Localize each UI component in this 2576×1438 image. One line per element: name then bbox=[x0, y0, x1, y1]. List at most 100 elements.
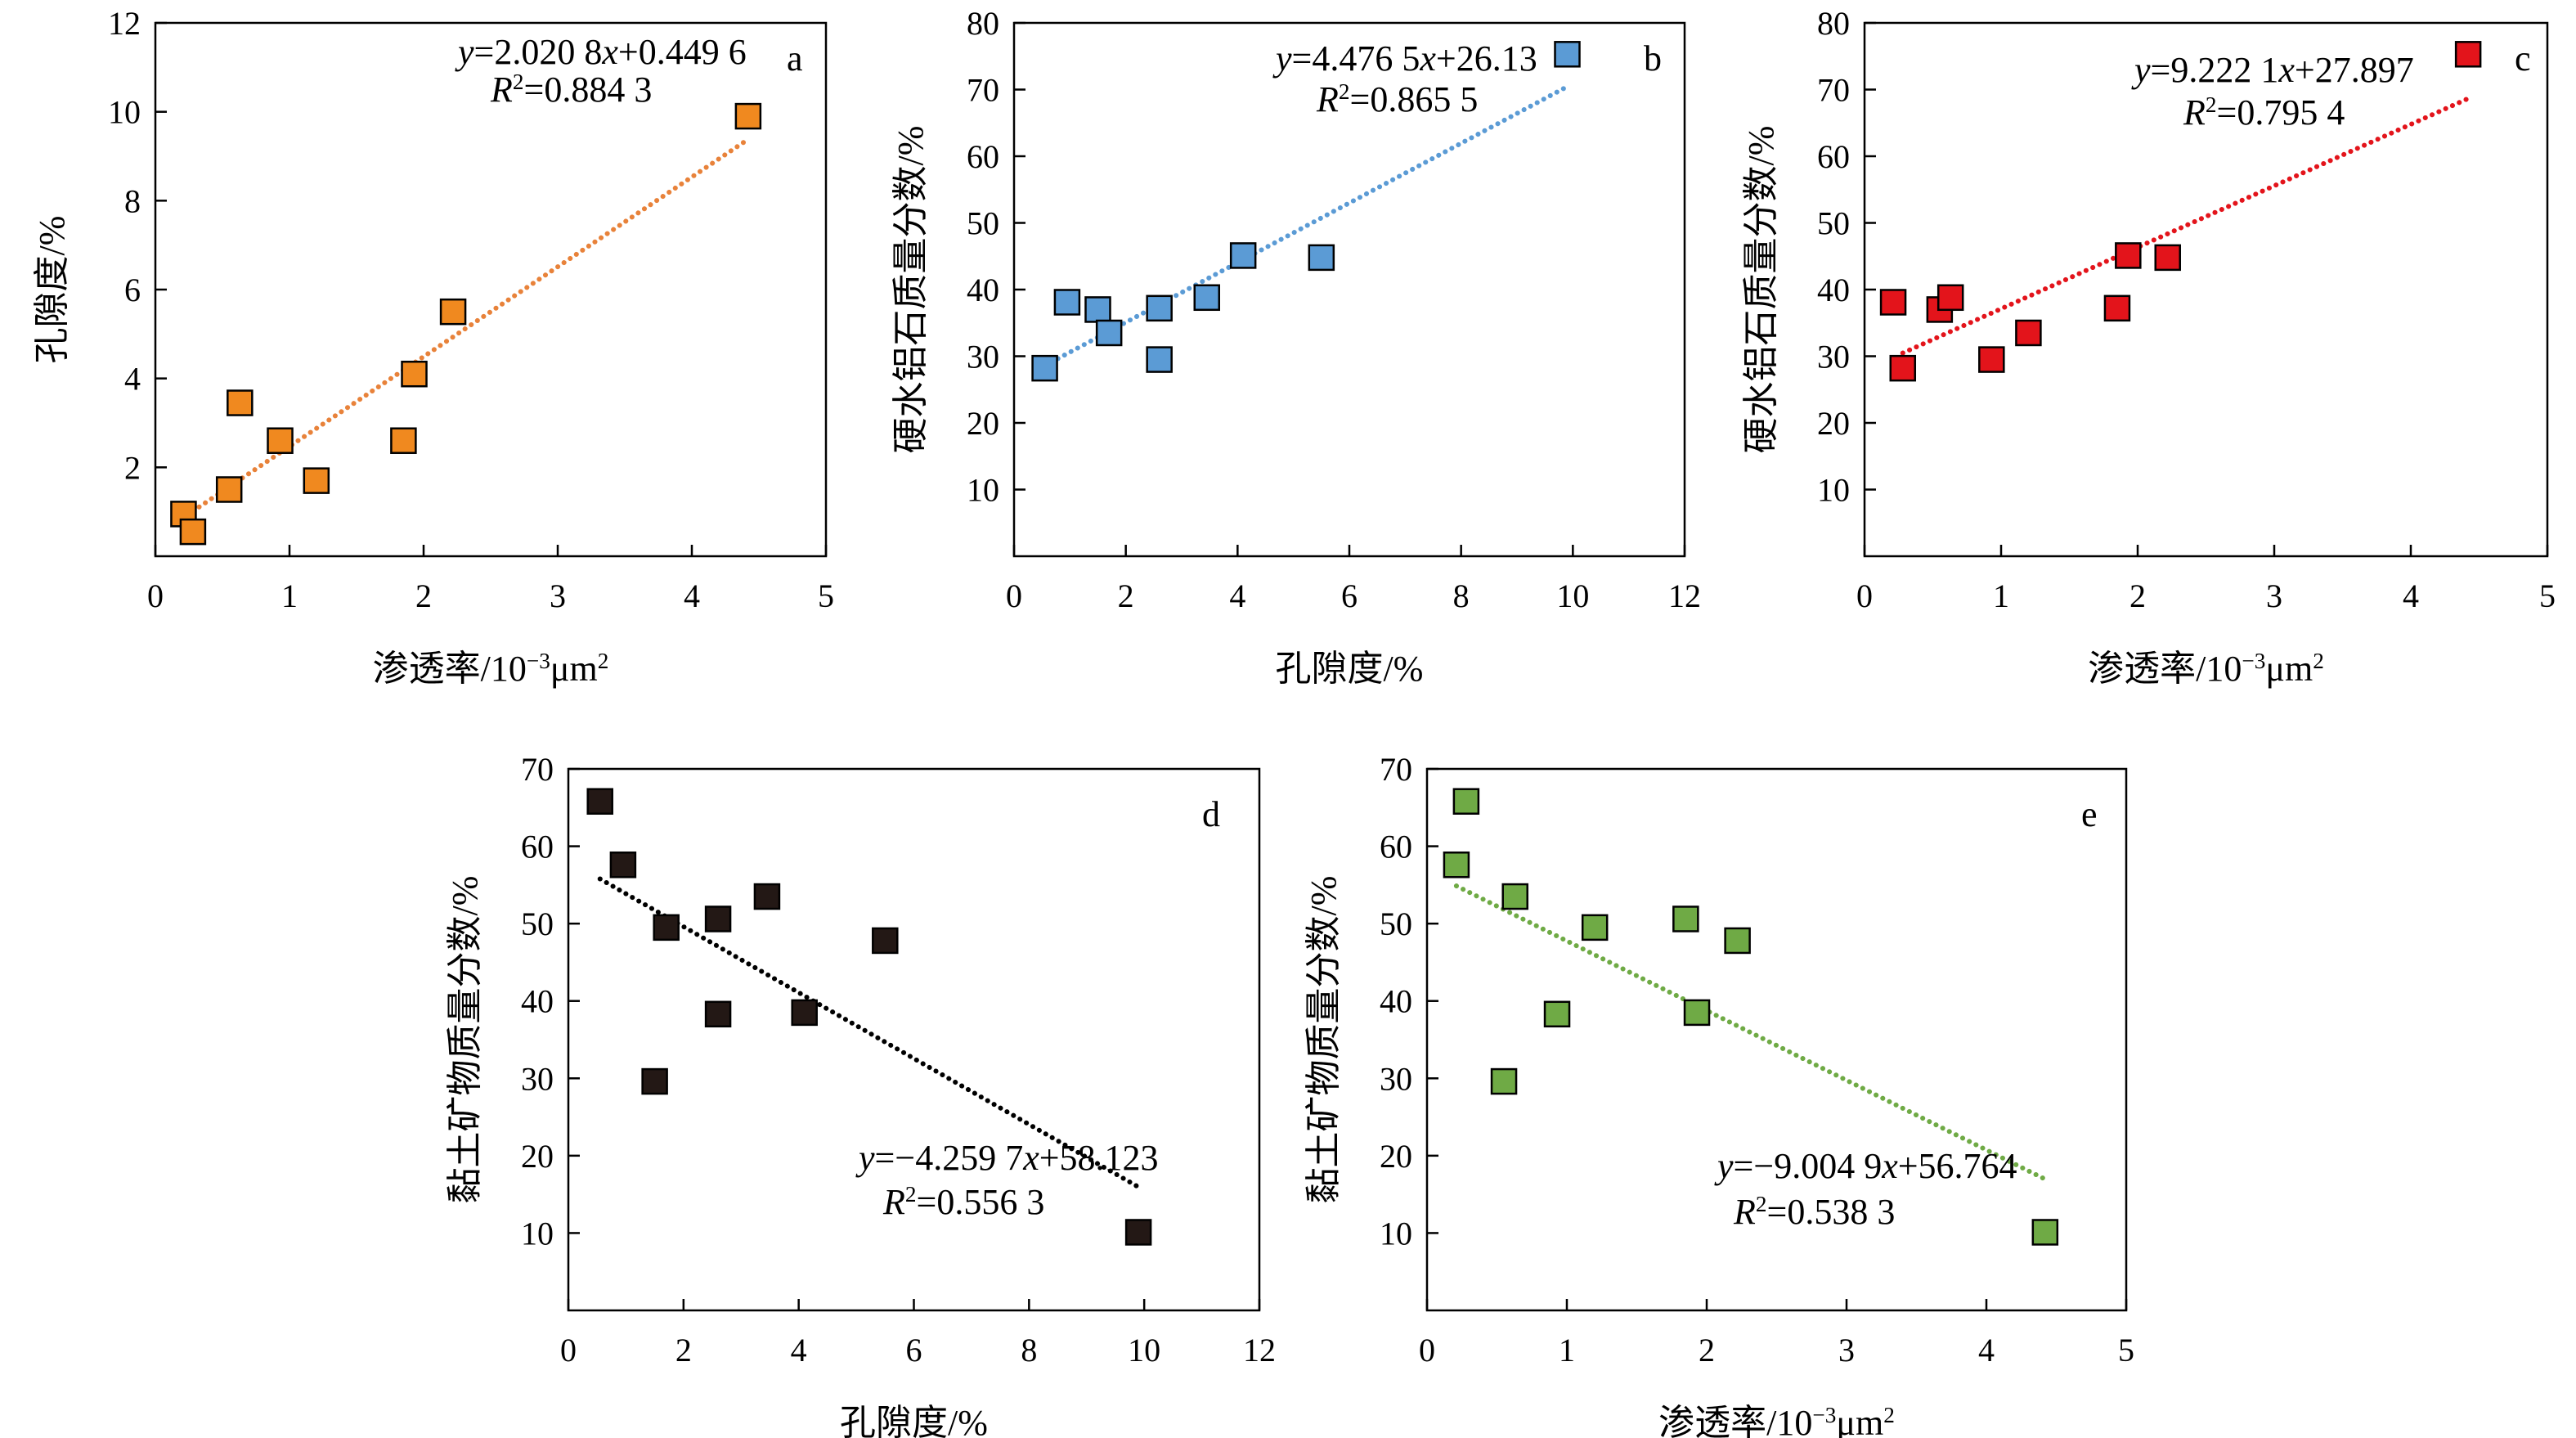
data-point bbox=[1443, 852, 1470, 879]
y-tick-label: 6 bbox=[124, 272, 141, 308]
y-tick-label: 40 bbox=[1380, 983, 1412, 1020]
data-point bbox=[1452, 788, 1480, 815]
equation-label: y=−4.259 7x+58.123 bbox=[855, 1138, 1159, 1178]
plot-frame bbox=[1425, 767, 2128, 1312]
data-point bbox=[1889, 354, 1917, 382]
y-tick-label: 50 bbox=[521, 905, 554, 942]
data-point bbox=[2031, 1219, 2059, 1246]
y-tick-label: 70 bbox=[1380, 751, 1412, 788]
data-point bbox=[653, 914, 680, 941]
x-tick-label: 5 bbox=[818, 577, 834, 614]
data-point bbox=[179, 518, 207, 546]
data-point bbox=[2154, 244, 2181, 272]
data-point bbox=[267, 427, 294, 454]
data-point bbox=[641, 1067, 668, 1095]
x-tick-label: 1 bbox=[1559, 1332, 1575, 1368]
data-point bbox=[1581, 914, 1609, 941]
x-tick-label: 12 bbox=[1668, 577, 1701, 614]
equation-label: y=4.476 5x+26.13 bbox=[1272, 38, 1537, 79]
x-tick-label: 0 bbox=[560, 1332, 577, 1368]
y-tick-label: 8 bbox=[124, 182, 141, 219]
x-tick-label: 4 bbox=[2403, 577, 2419, 614]
data-point bbox=[1084, 296, 1111, 323]
x-tick-label: 3 bbox=[1838, 1332, 1855, 1368]
data-point bbox=[1053, 289, 1081, 316]
y-tick-label: 30 bbox=[1817, 339, 1850, 375]
data-point bbox=[1229, 242, 1257, 269]
y-tick-label: 30 bbox=[1380, 1060, 1412, 1097]
y-tick-label: 30 bbox=[967, 339, 999, 375]
data-point bbox=[704, 905, 732, 932]
x-tick-label: 0 bbox=[1006, 577, 1022, 614]
data-point bbox=[1095, 319, 1123, 347]
y-tick-label: 70 bbox=[1817, 72, 1850, 109]
x-tick-label: 0 bbox=[1419, 1332, 1435, 1368]
x-axis-label: 渗透率/10−3μm2 bbox=[373, 649, 609, 689]
data-point bbox=[1936, 284, 1964, 312]
chart-panel-b: 0 2 4 6 8 10 12 10 20 30 40 50 60 70 80 孔隙度/% 硬水铝石质量分数/%… bbox=[891, 5, 1701, 689]
x-tick-label: 5 bbox=[2539, 577, 2556, 614]
panel-letter: a bbox=[787, 38, 803, 79]
x-tick-label: 6 bbox=[906, 1332, 922, 1368]
data-point bbox=[1554, 41, 1581, 68]
y-tick-label: 10 bbox=[108, 94, 141, 131]
data-point bbox=[1978, 346, 2005, 373]
y-tick-label: 40 bbox=[1817, 272, 1850, 308]
data-point bbox=[872, 927, 899, 955]
y-tick-label: 2 bbox=[124, 449, 141, 486]
x-tick-label: 5 bbox=[2118, 1332, 2134, 1368]
trend-line bbox=[597, 876, 1142, 1190]
chart-panel-e: 0 1 2 3 4 5 10 20 30 40 50 60 70 渗透率/10−3μm2 黏土矿物质量分数/… bbox=[1304, 751, 2134, 1438]
data-point bbox=[1683, 999, 1711, 1027]
y-tick-label: 20 bbox=[967, 405, 999, 442]
x-tick-label: 4 bbox=[1978, 1332, 1995, 1368]
panel-letter: c bbox=[2515, 38, 2531, 79]
chart-panel-c: 0 1 2 3 4 5 10 20 30 40 50 60 70 80 渗透率/10−3μm2 硬水铝石质量分… bbox=[1741, 5, 2556, 689]
trend-line bbox=[1042, 83, 1570, 368]
data-point bbox=[1124, 1219, 1152, 1246]
data-point bbox=[1724, 927, 1751, 955]
y-axis-label: 黏土矿物质量分数/% bbox=[1304, 876, 1344, 1204]
x-tick-label: 4 bbox=[1229, 577, 1245, 614]
data-point bbox=[303, 467, 330, 494]
x-tick-label: 2 bbox=[415, 577, 432, 614]
x-tick-label: 3 bbox=[2266, 577, 2282, 614]
data-point bbox=[734, 102, 762, 130]
y-tick-label: 40 bbox=[521, 983, 554, 1020]
y-axis-label: 硬水铝石质量分数/% bbox=[1741, 126, 1781, 454]
y-tick-label: 30 bbox=[521, 1060, 554, 1097]
data-point bbox=[390, 427, 417, 454]
y-tick-label: 12 bbox=[108, 5, 141, 42]
y-tick-label: 10 bbox=[521, 1215, 554, 1252]
data-point bbox=[215, 476, 243, 503]
y-tick-label: 80 bbox=[1817, 5, 1850, 42]
y-tick-label: 80 bbox=[967, 5, 999, 42]
x-axis-label: 渗透率/10−3μm2 bbox=[1658, 1403, 1895, 1438]
x-tick-label: 6 bbox=[1341, 577, 1358, 614]
trend-line bbox=[1900, 96, 2471, 356]
x-tick-label: 8 bbox=[1453, 577, 1470, 614]
x-tick-label: 0 bbox=[147, 577, 164, 614]
data-point bbox=[2115, 242, 2142, 269]
y-axis-label: 孔隙度/% bbox=[32, 216, 72, 364]
data-point bbox=[2454, 41, 2482, 68]
y-tick-label: 60 bbox=[1817, 138, 1850, 175]
data-point bbox=[2015, 319, 2042, 347]
data-point bbox=[1543, 1000, 1571, 1028]
x-axis-label: 渗透率/10−3μm2 bbox=[2088, 649, 2324, 689]
x-tick-label: 8 bbox=[1021, 1332, 1037, 1368]
x-tick-label: 12 bbox=[1243, 1332, 1276, 1368]
data-point bbox=[1031, 354, 1058, 382]
y-tick-label: 20 bbox=[521, 1138, 554, 1175]
x-tick-label: 4 bbox=[791, 1332, 807, 1368]
data-point bbox=[401, 360, 428, 388]
x-tick-label: 3 bbox=[550, 577, 566, 614]
y-tick-label: 20 bbox=[1817, 405, 1850, 442]
r-squared-label: R2=0.538 3 bbox=[1733, 1192, 1895, 1232]
data-point bbox=[1490, 1067, 1518, 1095]
panel-letter: b bbox=[1644, 38, 1662, 79]
data-point bbox=[609, 852, 637, 879]
x-tick-label: 0 bbox=[1856, 577, 1873, 614]
